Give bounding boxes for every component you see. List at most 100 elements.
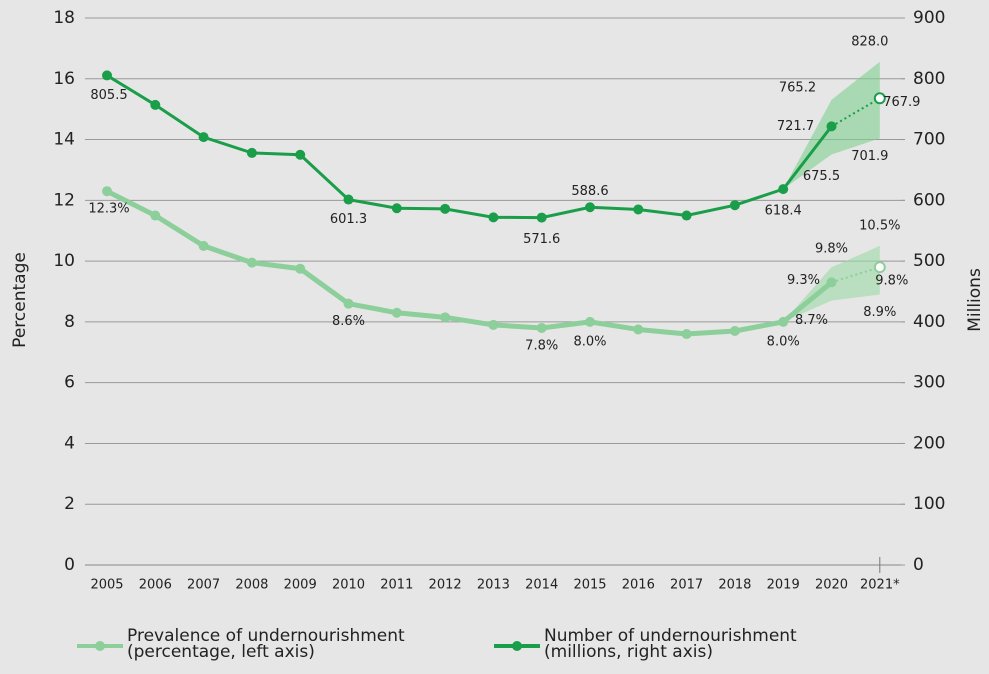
data-label: 9.8% (875, 274, 908, 289)
data-point (681, 210, 692, 221)
x-tick-label: 2015 (573, 578, 606, 593)
data-label: 9.3% (787, 273, 820, 288)
chart: Percentage Millions 0 2 4 6 8 10 12 14 16 18 0 100 2… (10, 8, 985, 593)
data-label: 618.4 (765, 204, 802, 219)
data-label: 12.3% (88, 202, 129, 217)
x-tick-label: 2009 (284, 578, 317, 593)
data-point (778, 184, 789, 195)
legend-marker (512, 641, 522, 651)
x-tick-label: 2019 (767, 578, 800, 593)
projected-line (830, 97, 881, 128)
data-point (536, 322, 547, 333)
y-tick-label: 0 (64, 555, 75, 575)
x-tick-label: 2008 (235, 578, 268, 593)
data-point (633, 324, 644, 335)
data-point (633, 204, 644, 215)
data-point (536, 212, 547, 223)
legend-item: Prevalence of undernourishment (percenta… (75, 626, 427, 662)
y2-tick-label: 400 (913, 312, 945, 332)
data-label: 767.9 (883, 95, 920, 110)
data-point (826, 121, 837, 132)
data-label: 8.0% (767, 334, 800, 349)
data-point (150, 210, 161, 221)
x-tick-label: 2011 (380, 578, 413, 593)
y-tick-label: 14 (53, 130, 75, 150)
x-tick-label: 2007 (187, 578, 220, 593)
y2-tick-label: 800 (913, 69, 945, 89)
x-tick-label: 2017 (670, 578, 703, 593)
x-tick-label: 2021* (860, 578, 900, 593)
y-tick-label: 6 (64, 373, 75, 393)
data-label: 601.3 (330, 212, 367, 227)
data-point (778, 316, 789, 327)
x-tick-label: 2014 (525, 578, 558, 593)
data-point (440, 203, 451, 214)
data-point (198, 132, 209, 143)
data-label: 571.6 (523, 232, 560, 247)
band-label: 9.8% (815, 242, 848, 257)
x-tick-label: 2006 (139, 578, 172, 593)
data-point (295, 149, 306, 160)
y-tick-label: 12 (53, 190, 75, 210)
data-point (826, 277, 837, 288)
data-point (585, 202, 595, 213)
data-point (343, 194, 354, 205)
x-tick-label: 2016 (622, 578, 655, 593)
band-label: 8.9% (863, 305, 896, 320)
data-point (391, 203, 402, 214)
x-tick-label: 2018 (718, 578, 751, 593)
x-tick-label: 2013 (477, 578, 510, 593)
legend-item: Number of undernourishment (millions, ri… (492, 626, 844, 662)
y-tick-label: 16 (53, 69, 75, 89)
legend-swatch (77, 641, 123, 651)
data-point (440, 312, 451, 323)
series-line (106, 74, 833, 220)
data-point (681, 329, 692, 340)
data-point (246, 257, 257, 268)
y2-tick-label: 100 (913, 494, 945, 514)
data-point (488, 212, 499, 223)
data-point (246, 147, 257, 158)
legend-label: Number of undernourishment (millions, ri… (544, 626, 797, 662)
data-point (102, 186, 112, 197)
y-tick-label: 10 (53, 251, 75, 271)
data-point (873, 92, 886, 105)
legend-swatch (494, 641, 540, 651)
y-tick-label: 2 (64, 494, 75, 514)
y2-tick-label: 600 (913, 190, 945, 210)
y2-tick-label: 200 (913, 433, 945, 453)
y2-tick-label: 0 (913, 555, 924, 575)
data-label: 8.0% (573, 334, 606, 349)
band-label: 828.0 (851, 34, 888, 49)
x-tick-label: 2010 (332, 578, 365, 593)
data-label: 8.6% (332, 314, 365, 329)
band-label: 10.5% (859, 218, 900, 233)
data-label: 7.8% (525, 338, 558, 353)
data-point (150, 99, 161, 110)
data-point (102, 70, 112, 81)
data-label: 721.7 (777, 119, 814, 134)
y2-tick-label: 300 (913, 373, 945, 393)
y-tick-label: 4 (64, 433, 75, 453)
band-label: 675.5 (803, 169, 840, 184)
data-point (585, 316, 595, 327)
band-label: 8.7% (795, 313, 828, 328)
data-point (729, 200, 740, 211)
series-line (105, 188, 834, 337)
y2-tick-label: 700 (913, 130, 945, 150)
x-tick-label: 2005 (90, 578, 123, 593)
y2-tick-label: 500 (913, 251, 945, 271)
y2-tick-label: 900 (913, 8, 945, 28)
y-tick-label: 8 (64, 312, 75, 332)
data-point (198, 240, 209, 251)
data-label: 805.5 (90, 88, 127, 103)
band-label: 765.2 (779, 80, 816, 95)
data-label: 588.6 (571, 184, 608, 199)
x-tick-label: 2012 (429, 578, 462, 593)
projected-line (831, 266, 881, 284)
y-tick-label: 18 (53, 8, 75, 28)
legend-label: Prevalence of undernourishment (percenta… (127, 626, 405, 662)
y-axis-label: Percentage (10, 252, 30, 348)
x-tick-label: 2020 (815, 578, 848, 593)
